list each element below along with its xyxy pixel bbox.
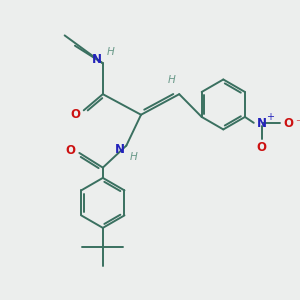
Text: O: O xyxy=(284,117,293,130)
Text: N: N xyxy=(257,117,267,130)
Text: O: O xyxy=(257,141,267,154)
Text: H: H xyxy=(130,152,138,162)
Text: +: + xyxy=(266,112,274,122)
Text: N: N xyxy=(92,53,101,66)
Text: H: H xyxy=(168,75,176,85)
Text: H: H xyxy=(106,46,114,57)
Text: ⁻: ⁻ xyxy=(295,117,300,130)
Text: N: N xyxy=(115,143,125,156)
Text: O: O xyxy=(65,143,76,157)
Text: O: O xyxy=(70,108,80,121)
